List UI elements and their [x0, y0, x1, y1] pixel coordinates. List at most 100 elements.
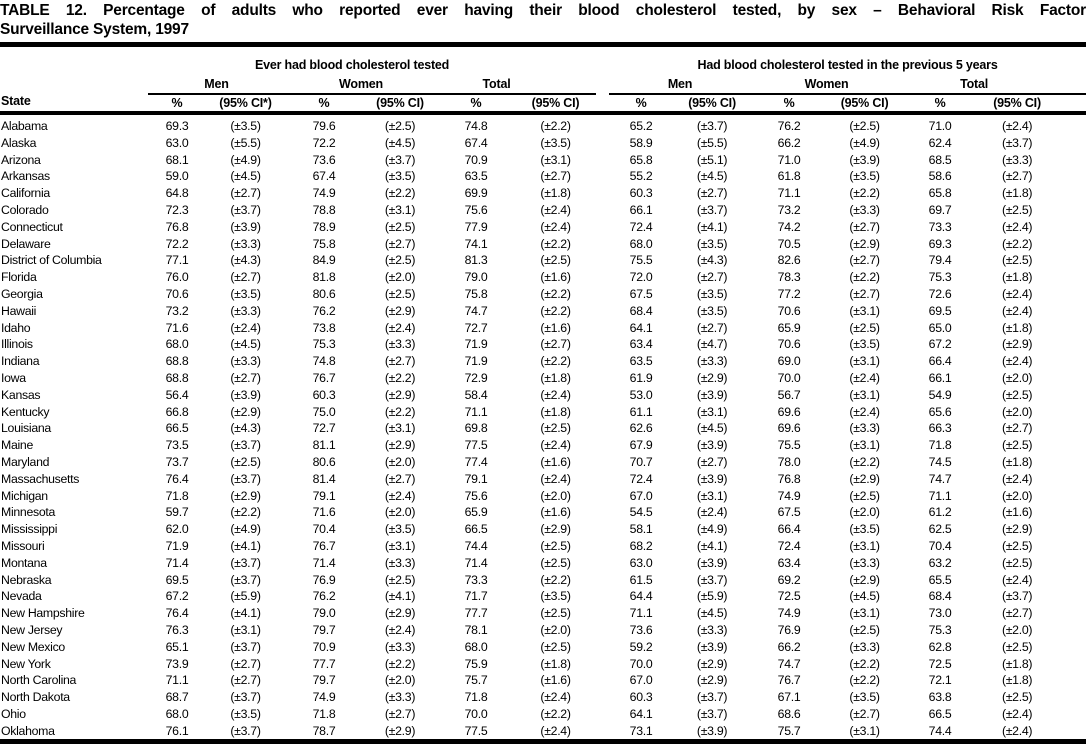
value-cell: (±2.9)	[230, 404, 261, 419]
value-cell: (±2.7)	[849, 219, 880, 234]
value-cell: (±3.3)	[696, 622, 728, 637]
state-cell: Indiana	[1, 354, 40, 369]
value-cell: 82.6	[777, 253, 801, 268]
value-cell: 69.9	[464, 186, 488, 201]
column-gap	[596, 538, 609, 555]
value-cell: 76.4	[165, 606, 189, 621]
value-cell: (±3.7)	[696, 572, 728, 587]
column-gap	[596, 639, 609, 656]
table-row: North Dakota 68.7 (±3.7) 74.9 (±3.3) 71.8 (±2.…	[0, 689, 1086, 706]
value-cell: 77.9	[464, 219, 488, 234]
value-cell: 71.1	[464, 404, 488, 419]
value-cell: (±2.2)	[849, 270, 880, 285]
value-cell: (±2.7)	[849, 253, 880, 268]
value-cell: (±3.9)	[696, 723, 728, 738]
value-cell: 63.0	[165, 135, 189, 150]
value-cell: 77.2	[777, 286, 801, 301]
value-cell: (±2.9)	[696, 370, 728, 385]
value-cell: (±4.3)	[230, 253, 261, 268]
value-cell: 73.2	[777, 202, 801, 217]
value-cell: (±2.4)	[1001, 219, 1033, 234]
value-cell: 56.7	[777, 387, 801, 402]
col-header-ci-star: (95% CI*)	[206, 94, 285, 115]
value-cell: (±3.5)	[230, 286, 261, 301]
value-cell: (±4.3)	[696, 253, 728, 268]
state-cell: Massachusetts	[1, 471, 80, 486]
col-header-pct: %	[902, 94, 979, 115]
value-cell: 79.7	[312, 622, 336, 637]
value-cell: (±2.4)	[849, 370, 880, 385]
value-cell: (±2.5)	[230, 454, 261, 469]
value-cell: 56.4	[165, 387, 189, 402]
value-cell: (±2.5)	[384, 253, 416, 268]
value-cell: (±2.0)	[849, 505, 880, 520]
column-gap	[596, 622, 609, 639]
column-gap	[596, 269, 609, 286]
state-cell: Mississippi	[1, 522, 58, 537]
value-cell: 73.3	[928, 219, 952, 234]
value-cell: 75.5	[777, 438, 801, 453]
value-cell: 74.7	[777, 656, 801, 671]
value-cell: (±3.5)	[540, 135, 571, 150]
value-cell: (±3.5)	[696, 236, 728, 251]
value-cell: 58.1	[629, 522, 653, 537]
value-cell: (±4.7)	[696, 337, 728, 352]
value-cell: (±4.1)	[230, 538, 261, 553]
value-cell: 76.4	[165, 471, 189, 486]
value-cell: (±2.4)	[1001, 706, 1033, 721]
state-cell: Ohio	[1, 706, 26, 721]
value-cell: 62.4	[928, 135, 952, 150]
value-cell: (±3.9)	[696, 555, 728, 570]
value-cell: 79.7	[312, 673, 336, 688]
value-cell: (±4.5)	[384, 135, 416, 150]
value-cell: (±5.5)	[696, 135, 728, 150]
value-cell: (±2.7)	[696, 320, 728, 335]
value-cell: (±1.6)	[540, 673, 571, 688]
value-cell: 65.8	[629, 152, 653, 167]
value-cell: (±2.9)	[849, 236, 880, 251]
col-header-ci: (95% CI)	[515, 94, 597, 115]
value-cell: 66.4	[928, 354, 952, 369]
table-title-line1: TABLE 12. Percentage of adults who repor…	[0, 2, 1086, 19]
value-cell: 81.4	[312, 471, 336, 486]
subheader-5yr-total: Total	[902, 75, 1086, 95]
value-cell: (±3.3)	[849, 202, 880, 217]
table-header: State Ever had blood cholesterol tested …	[0, 55, 1086, 115]
value-cell: 74.7	[928, 471, 952, 486]
value-cell: 67.4	[464, 135, 488, 150]
value-cell: (±2.7)	[849, 706, 880, 721]
value-cell: 71.6	[312, 505, 336, 520]
value-cell: 68.5	[928, 152, 952, 167]
value-cell: 79.0	[464, 270, 488, 285]
value-cell: (±5.1)	[696, 152, 728, 167]
value-cell: 69.5	[165, 572, 189, 587]
value-cell: (±3.3)	[384, 555, 416, 570]
value-cell: 63.4	[629, 337, 653, 352]
table-row: Missouri 71.9 (±4.1) 76.7 (±3.1) 74.4 (±2.5) 68…	[0, 538, 1086, 555]
value-cell: (±2.7)	[230, 656, 261, 671]
value-cell: 70.9	[464, 152, 488, 167]
value-cell: 65.6	[928, 404, 952, 419]
subheader-5yr-men: Men	[609, 75, 752, 95]
value-cell: (±2.7)	[230, 370, 261, 385]
col-header-pct: %	[285, 94, 363, 115]
value-cell: 65.1	[165, 639, 189, 654]
value-cell: 74.5	[928, 454, 952, 469]
value-cell: (±3.9)	[230, 387, 261, 402]
value-cell: (±3.9)	[696, 387, 728, 402]
state-cell: North Dakota	[1, 690, 70, 705]
state-cell: Kansas	[1, 387, 41, 402]
value-cell: 74.8	[312, 354, 336, 369]
table-body: Alabama 69.3 (±3.5) 79.6 (±2.5) 74.8 (±2.2) 65.…	[0, 113, 1086, 742]
value-cell: 66.5	[165, 421, 189, 436]
value-cell: 76.2	[777, 119, 801, 133]
value-cell: (±2.4)	[540, 219, 571, 234]
column-gap	[596, 605, 609, 622]
value-cell: 68.0	[464, 639, 488, 654]
value-cell: 72.2	[312, 135, 336, 150]
value-cell: (±3.7)	[696, 119, 728, 133]
value-cell: 72.5	[777, 589, 801, 604]
table-row: Montana 71.4 (±3.7) 71.4 (±3.3) 71.4 (±2.5) 63.…	[0, 555, 1086, 572]
column-gap	[596, 219, 609, 236]
value-cell: (±2.5)	[1001, 639, 1033, 654]
